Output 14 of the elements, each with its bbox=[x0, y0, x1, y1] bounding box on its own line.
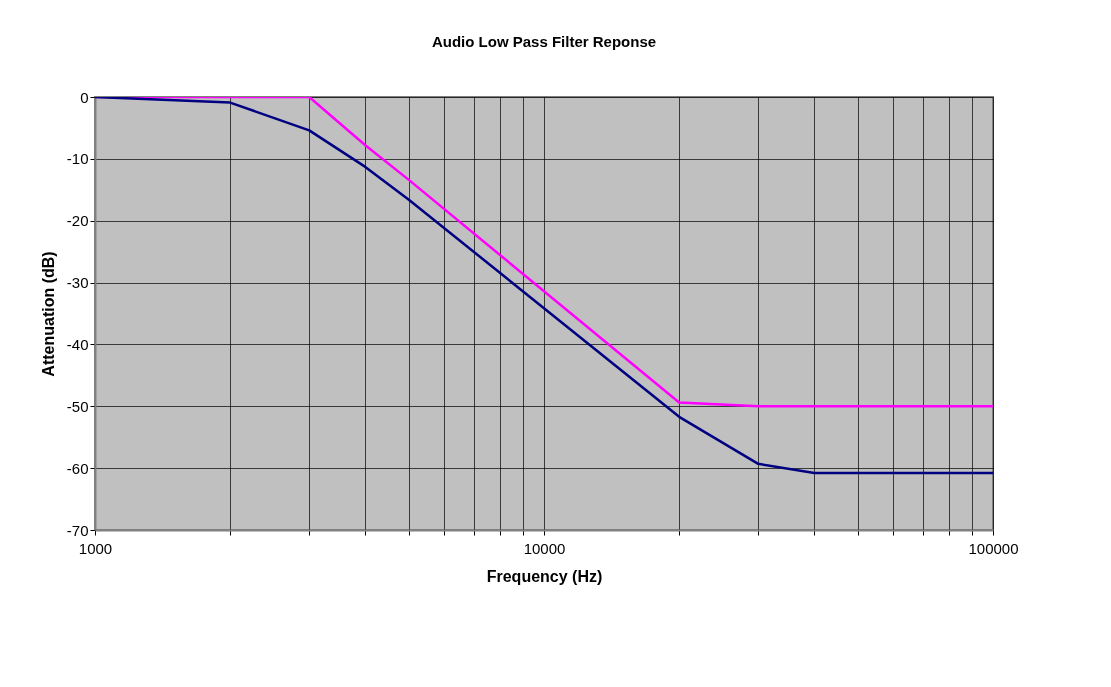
y-tick-label: -20 bbox=[66, 212, 89, 230]
x-tick-label: 100000 bbox=[968, 539, 1019, 557]
x-tick-label: 10000 bbox=[523, 539, 566, 557]
y-tick-label: -50 bbox=[66, 397, 89, 415]
y-tick-label: -30 bbox=[66, 274, 89, 292]
y-tick-label: -70 bbox=[66, 521, 89, 539]
y-tick-label: -40 bbox=[66, 335, 89, 353]
y-tick-label: -10 bbox=[66, 150, 89, 168]
y-tick-label: 0 bbox=[80, 88, 89, 106]
x-tick-label: 1000 bbox=[78, 539, 113, 557]
chart-title: Audio Low Pass Filter Reponse bbox=[431, 33, 657, 50]
y-axis-title: Attenuation (dB) bbox=[39, 251, 57, 377]
x-axis-title: Frequency (Hz) bbox=[486, 567, 603, 585]
y-tick-label: -60 bbox=[66, 459, 89, 477]
